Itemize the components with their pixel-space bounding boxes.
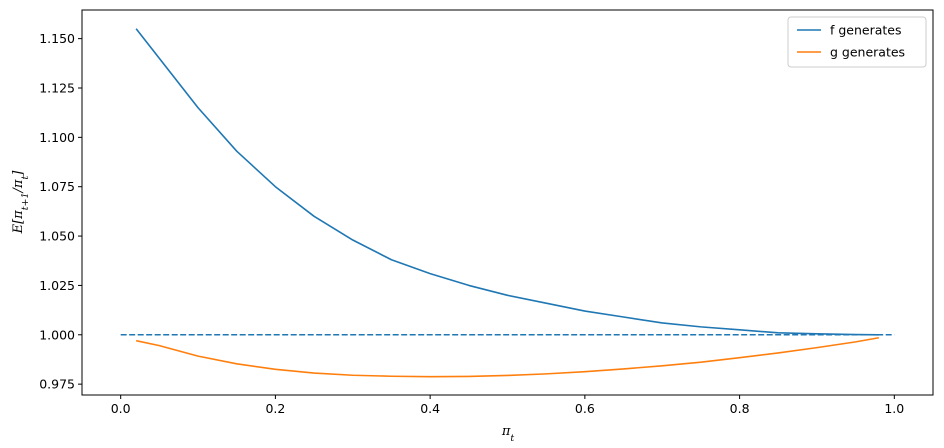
x-axis-label: πt​ <box>501 424 515 444</box>
y-tick-label: 1.125 <box>39 80 75 95</box>
y-tick-label: 1.100 <box>39 130 75 145</box>
plot-frame <box>81 9 934 396</box>
series-f-generates-line <box>135 28 879 336</box>
legend: f generates g generates <box>787 16 927 68</box>
y-tick-label: 1.050 <box>39 229 75 244</box>
x-tick-label: 0.8 <box>730 401 750 416</box>
x-tick-label: 0.6 <box>575 401 595 416</box>
ticks-layer: 0.0 0.2 0.4 0.6 0.8 1.0 0.975 1.000 1.025 1.050 1.… <box>39 31 904 416</box>
legend-entry: g generates <box>830 45 905 60</box>
series-layer <box>120 28 895 378</box>
y-tick-label: 1.000 <box>39 327 75 342</box>
series-g-generates-line <box>135 336 879 378</box>
y-axis-label: E[πt+1​/πt​] <box>11 170 31 235</box>
legend-entry: f generates <box>830 23 902 38</box>
y-tick-label: 1.025 <box>39 278 75 293</box>
x-tick-label: 0.2 <box>265 401 285 416</box>
x-tick-label: 0.4 <box>420 401 440 416</box>
legend-box <box>787 16 927 68</box>
y-tick-label: 1.150 <box>39 31 75 46</box>
y-tick-label: 0.975 <box>39 377 75 392</box>
y-tick-label: 1.075 <box>39 179 75 194</box>
x-tick-label: 1.0 <box>884 401 904 416</box>
x-tick-label: 0.0 <box>111 401 131 416</box>
plot-background <box>82 10 933 395</box>
